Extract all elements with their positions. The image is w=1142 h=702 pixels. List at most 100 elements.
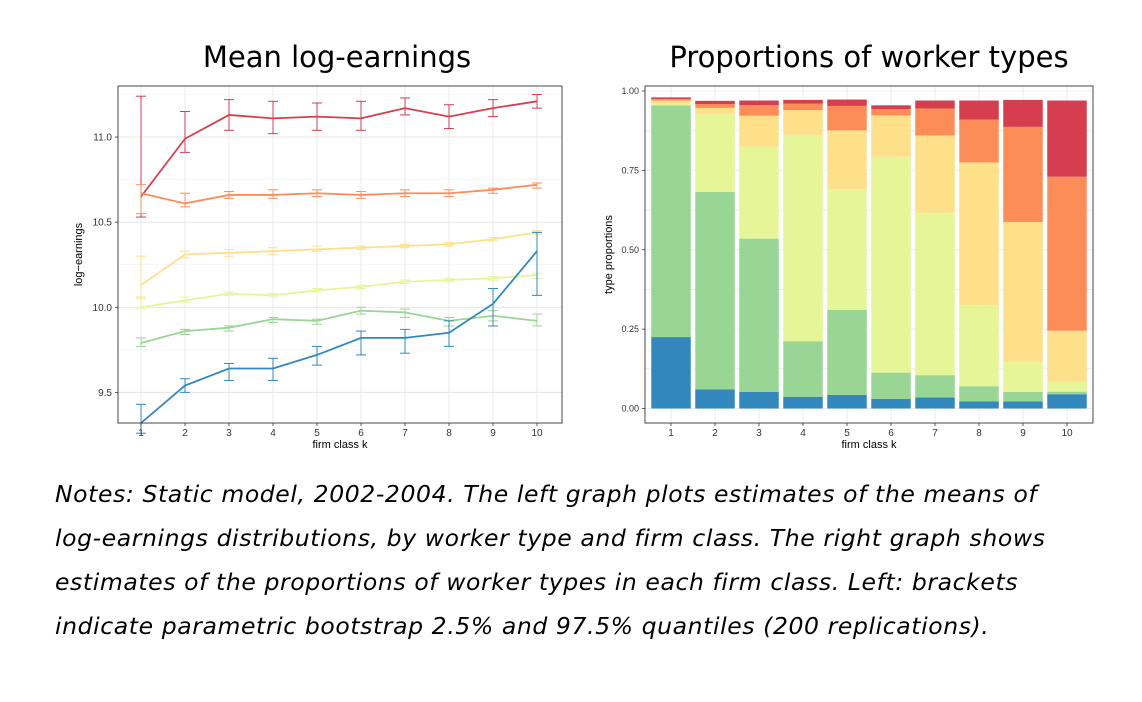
left-chart-log-earnings: 9.5 10.0 10.5 11.0 1 2 3 4 5 6 7 8 9 10 firm class k lo… [73,85,563,451]
series-line [140,183,538,205]
x-axis-label: firm class k [313,439,369,451]
bar-segment [651,105,691,338]
bar-segment [1003,222,1043,362]
y-axis-label: type proportions [603,215,615,294]
bar-segment [695,114,735,192]
bar-segment [1047,330,1087,382]
bar-segment [783,99,823,104]
notes-line: indicate parametric bootstrap 2.5% and 9… [55,612,990,640]
x-tick-label: 8 [976,428,982,439]
x-tick-label: 8 [446,428,452,439]
x-tick-label: 3 [226,428,232,439]
bar-segment [915,375,955,398]
y-tick-label: 0.00 [621,404,639,414]
bar-segment [1003,126,1043,223]
figure-notes: Notes: Static model, 2002-2004. The left… [55,472,1085,648]
series-line [140,250,538,424]
bar-segment [783,341,823,397]
bar-segment [695,107,735,115]
bar-segment [915,213,955,376]
bar-segment [1003,361,1043,392]
bar-segment [695,104,735,108]
x-tick-label: 6 [358,428,364,439]
x-tick-label: 7 [932,428,938,439]
x-tick-label: 5 [844,428,850,439]
plot-frame [117,85,563,424]
bar-segment [783,110,823,135]
bar-segment [739,115,779,147]
x-tick-label: 10 [531,428,543,439]
bar-segment [959,305,999,387]
bar-segment [827,189,867,310]
bar-segment [915,397,955,409]
y-tick-label: 11.0 [93,133,112,144]
x-tick-label: 2 [182,428,188,439]
notes-line: Notes: Static model, 2002-2004. The left… [55,480,1038,508]
bar-segment [651,98,691,101]
bar-segment [827,105,867,131]
bar-segment [915,135,955,214]
bar-segment [915,108,955,136]
bar-segment [959,386,999,402]
y-tick-label: 0.25 [621,324,639,334]
bar-segment [695,389,735,409]
series-line [140,100,538,198]
bar-segment [959,100,999,120]
bar-segment [739,105,779,116]
bar-segment [651,100,691,104]
bar-segment [783,396,823,409]
bar-segment [739,146,779,239]
y-tick-label: 10.5 [93,218,113,229]
bar-segment [871,156,911,373]
y-axis-label: log−earnings [73,222,85,286]
notes-line: log-earnings distributions, by worker ty… [55,524,1046,552]
x-tick-label: 1 [668,428,674,439]
x-tick-label: 4 [800,428,806,439]
y-tick-label: 9.5 [98,388,112,399]
bar-segment [1047,391,1087,395]
series-line [140,231,538,286]
bar-segment [959,119,999,163]
right-chart-type-proportions: 0.00 0.25 0.50 0.75 1.00 1 2 3 4 5 6 7 8 9 10 firm clas… [603,85,1094,451]
bar-segment [827,99,867,106]
y-tick-label: 1.00 [621,86,639,96]
y-tick-label: 0.50 [621,245,639,255]
bar-segment [827,130,867,190]
bar-segment [783,103,823,111]
bar-segment [695,191,735,390]
bar-segment [959,401,999,409]
bar-segment [651,97,691,99]
plot-frame [644,85,1094,424]
bar-segment [959,162,999,306]
x-tick-label: 4 [270,428,276,439]
x-axis-label: firm class k [842,439,898,451]
bar-segment [1047,100,1087,177]
bar-segment [915,100,955,109]
bar-segment [1003,401,1043,409]
bar-segment [739,391,779,409]
left-chart-title: Mean log-earnings [202,40,472,74]
x-tick-label: 5 [314,428,320,439]
x-tick-label: 3 [756,428,762,439]
bar-segment [1003,391,1043,402]
x-tick-label: 1 [138,428,144,439]
bar-segment [1047,176,1087,331]
bar-segment [695,100,735,105]
bar-segment [651,337,691,409]
bar-segment [1047,381,1087,392]
bar-segment [783,134,823,342]
bar-segment [739,100,779,106]
bar-segment [871,109,911,116]
x-tick-label: 7 [402,428,408,439]
y-tick-label: 0.75 [621,165,639,175]
bar-segment [871,105,911,110]
bar-segment [871,398,911,409]
right-chart-title: Proportions of worker types [669,40,1069,74]
x-tick-label: 10 [1061,428,1073,439]
bar-segment [651,103,691,106]
x-tick-label: 6 [888,428,894,439]
bar-segment [871,372,911,399]
bar-segment [871,115,911,157]
y-tick-label: 10.0 [93,303,113,314]
x-tick-label: 9 [490,428,496,439]
